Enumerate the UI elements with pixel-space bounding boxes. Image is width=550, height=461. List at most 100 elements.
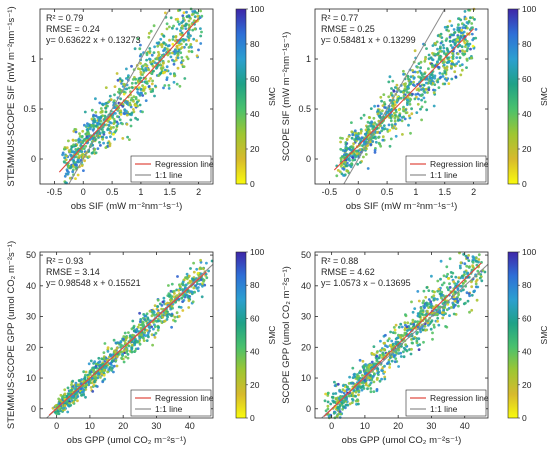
colorbar bbox=[507, 251, 519, 419]
data-point bbox=[134, 77, 138, 81]
data-point bbox=[112, 126, 115, 129]
colorbar-tick-label: 60 bbox=[250, 313, 260, 323]
data-point bbox=[402, 115, 405, 119]
data-point bbox=[126, 353, 130, 356]
data-point bbox=[147, 331, 150, 335]
data-point bbox=[195, 286, 199, 290]
data-point bbox=[450, 77, 454, 81]
data-point bbox=[412, 77, 416, 80]
data-point bbox=[70, 388, 74, 392]
data-point bbox=[439, 259, 443, 263]
data-point bbox=[139, 53, 143, 56]
data-point bbox=[364, 153, 368, 156]
data-point bbox=[177, 289, 181, 292]
data-point bbox=[403, 328, 407, 332]
data-point bbox=[354, 137, 358, 141]
data-point bbox=[103, 377, 107, 381]
data-point bbox=[92, 368, 95, 372]
data-point bbox=[89, 386, 93, 389]
data-point bbox=[149, 77, 153, 80]
data-point bbox=[411, 318, 415, 322]
data-point bbox=[436, 52, 440, 56]
data-point bbox=[434, 42, 437, 45]
data-point bbox=[81, 129, 85, 133]
data-point bbox=[424, 313, 427, 317]
x-axis-label: obs GPP (umol CO₂ m⁻²s⁻¹) bbox=[67, 435, 187, 446]
data-point bbox=[165, 78, 169, 81]
data-point bbox=[324, 392, 327, 396]
data-point bbox=[345, 153, 348, 157]
data-point bbox=[470, 293, 474, 297]
data-point bbox=[94, 151, 98, 155]
data-point bbox=[123, 112, 127, 116]
data-point bbox=[372, 136, 376, 139]
data-point bbox=[184, 23, 188, 27]
data-point bbox=[372, 116, 376, 120]
data-point bbox=[341, 384, 345, 387]
data-point bbox=[103, 342, 107, 345]
x-axis-label: obs SIF (mW m⁻²nm⁻¹s⁻¹) bbox=[346, 201, 458, 212]
data-point bbox=[139, 76, 143, 80]
data-point bbox=[455, 297, 459, 301]
data-point bbox=[170, 304, 174, 308]
colorbar-tick-label: 80 bbox=[250, 39, 260, 49]
data-point bbox=[74, 177, 77, 181]
data-point bbox=[460, 28, 464, 32]
data-point bbox=[474, 28, 478, 31]
data-point bbox=[139, 326, 143, 330]
data-point bbox=[397, 349, 400, 352]
data-point bbox=[126, 135, 129, 139]
data-point bbox=[437, 86, 441, 89]
data-point bbox=[438, 76, 442, 80]
data-point bbox=[366, 375, 370, 379]
data-point bbox=[132, 100, 135, 103]
data-point bbox=[82, 370, 86, 374]
data-point bbox=[438, 309, 442, 313]
colorbar-label: SMC bbox=[539, 87, 549, 106]
data-point bbox=[195, 54, 199, 58]
data-point bbox=[346, 385, 349, 389]
data-point bbox=[472, 256, 476, 260]
data-point bbox=[132, 95, 136, 99]
data-point bbox=[419, 107, 422, 111]
data-point bbox=[448, 286, 452, 289]
data-point bbox=[438, 34, 442, 38]
data-point bbox=[184, 27, 188, 30]
data-point bbox=[200, 295, 204, 299]
data-point bbox=[421, 309, 425, 312]
data-point bbox=[180, 56, 184, 59]
data-point bbox=[194, 284, 198, 288]
data-point bbox=[82, 147, 86, 151]
data-point bbox=[458, 56, 462, 60]
stats-line-1: RMSE = 3.14 bbox=[46, 267, 100, 277]
data-point bbox=[160, 307, 164, 311]
colorbar-label: SMC bbox=[267, 326, 277, 345]
data-point bbox=[425, 87, 428, 91]
data-point bbox=[357, 402, 360, 406]
data-point bbox=[61, 151, 65, 155]
colorbar-tick-label: 40 bbox=[522, 347, 532, 357]
data-point bbox=[148, 47, 152, 50]
data-point bbox=[387, 108, 391, 111]
data-point bbox=[423, 59, 427, 63]
data-point bbox=[332, 392, 335, 396]
data-point bbox=[173, 52, 177, 56]
data-point bbox=[380, 99, 383, 103]
data-point bbox=[440, 283, 444, 287]
data-point bbox=[130, 96, 134, 100]
data-point bbox=[350, 401, 354, 404]
data-point bbox=[77, 137, 81, 141]
data-point bbox=[452, 280, 455, 283]
data-point bbox=[433, 76, 437, 80]
data-point bbox=[450, 24, 454, 27]
data-point bbox=[334, 397, 338, 401]
data-point bbox=[392, 111, 396, 115]
data-point bbox=[464, 301, 467, 305]
data-point bbox=[174, 39, 177, 43]
data-point bbox=[197, 289, 200, 293]
legend-label: Regression line bbox=[155, 159, 214, 169]
data-point bbox=[417, 299, 421, 303]
data-point bbox=[190, 45, 193, 49]
data-point bbox=[454, 290, 457, 294]
data-point bbox=[397, 325, 401, 329]
